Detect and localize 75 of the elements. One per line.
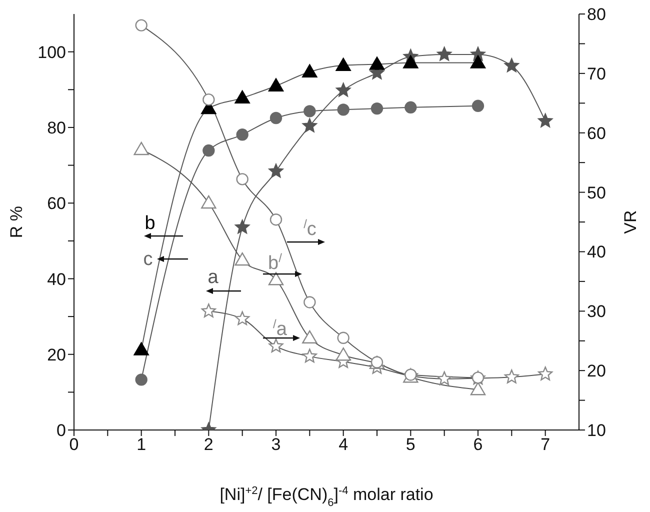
x-tick-label: 5 xyxy=(406,435,416,454)
series-label: a xyxy=(208,267,219,288)
y2-tick-label: 40 xyxy=(587,242,606,262)
point xyxy=(202,144,215,157)
point xyxy=(268,164,284,178)
point xyxy=(135,19,148,32)
point xyxy=(369,56,385,70)
point xyxy=(404,101,417,114)
point xyxy=(268,272,284,286)
x-tick-label: 2 xyxy=(204,435,214,454)
point xyxy=(134,342,149,356)
y2-tick-label: 60 xyxy=(587,124,606,143)
x-axis-title: [Ni]$^{+2}$/ [Fe(CN)$_{6}$]$^{-4}$ molar ratio xyxy=(220,485,434,509)
y2-tick-label: 10 xyxy=(587,421,606,440)
point xyxy=(270,112,282,124)
y-tick-label: 100 xyxy=(38,42,66,62)
point xyxy=(470,382,486,396)
point xyxy=(235,311,250,326)
point xyxy=(234,252,250,266)
point xyxy=(304,105,316,118)
x-tick-label: 0 xyxy=(69,435,79,454)
x-tick-label: 1 xyxy=(136,435,146,454)
x-tick-label: 4 xyxy=(338,435,348,454)
point xyxy=(403,55,418,68)
point xyxy=(268,338,284,352)
y2-tick-label: 20 xyxy=(587,362,606,381)
point xyxy=(236,173,248,186)
point xyxy=(304,296,316,308)
y2-tick-label: 50 xyxy=(587,183,606,202)
x-tick-label: 3 xyxy=(271,435,281,454)
y2-tick-label: 30 xyxy=(587,302,606,322)
point xyxy=(135,374,148,386)
point xyxy=(472,100,484,112)
point xyxy=(134,142,149,156)
point xyxy=(470,55,486,68)
point xyxy=(302,348,317,363)
series-label: b$^{/}$ xyxy=(268,251,283,274)
point xyxy=(336,82,351,97)
point xyxy=(201,195,216,209)
x-tick-label: 6 xyxy=(473,435,483,454)
point xyxy=(235,220,250,234)
y-tick-label: 20 xyxy=(47,345,66,364)
point xyxy=(336,348,351,361)
point xyxy=(336,58,351,72)
point xyxy=(302,330,318,344)
point xyxy=(370,102,384,115)
point xyxy=(538,366,553,380)
point xyxy=(437,371,452,386)
y-axis-title: R % xyxy=(7,206,26,238)
y-tick-label: 60 xyxy=(47,194,66,214)
series-label: c xyxy=(143,249,153,270)
y2-tick-label: 80 xyxy=(587,5,606,24)
point xyxy=(337,332,350,344)
point xyxy=(437,46,452,61)
y-tick-label: 80 xyxy=(47,118,66,138)
point xyxy=(270,214,282,226)
y-tick-label: 0 xyxy=(56,421,66,440)
point xyxy=(236,128,248,141)
point xyxy=(302,64,318,78)
point xyxy=(268,78,284,92)
y2-axis-title: VR xyxy=(621,210,640,234)
y-tick-label: 40 xyxy=(47,270,66,289)
y2-tick-label: 70 xyxy=(587,64,606,84)
point xyxy=(337,104,350,116)
series-label: b xyxy=(144,213,156,234)
x-tick-label: 7 xyxy=(540,435,550,454)
point xyxy=(201,304,216,318)
point xyxy=(504,58,519,72)
point xyxy=(234,90,250,104)
point xyxy=(504,370,519,384)
point xyxy=(302,118,317,132)
point xyxy=(538,113,553,128)
series-label: $^{/}$c xyxy=(304,217,316,240)
series-label: $^{/}$a xyxy=(273,317,288,340)
point xyxy=(202,93,215,106)
